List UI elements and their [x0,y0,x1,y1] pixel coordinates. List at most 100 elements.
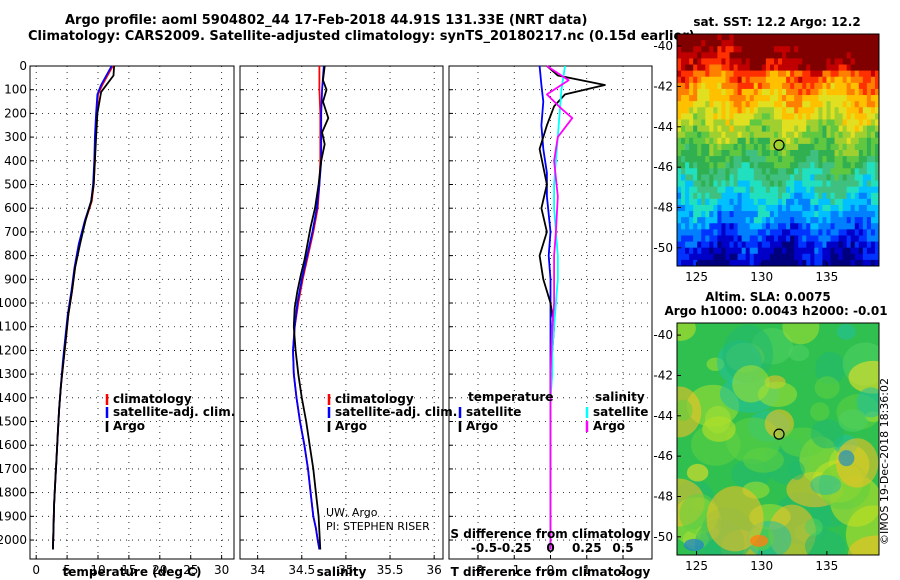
sst-cell [802,119,807,127]
sst-cell [778,82,783,90]
sst-cell [737,143,743,151]
sst-cell [870,241,876,249]
sst-cell [870,211,876,218]
sst-cell [862,253,868,261]
sst-cell [705,34,710,41]
sst-cell [757,34,763,41]
sst-cell [749,107,755,114]
sst-cell [729,119,735,127]
sst-cell [681,259,686,266]
sst-cell [717,101,723,108]
sst-cell [725,137,731,145]
sst-cell [773,52,779,60]
sst-cell [790,217,795,224]
sst-cell [741,82,747,90]
sst-cell [749,174,755,182]
sst-cell [697,119,702,127]
sst-cell [749,235,755,243]
sst-cell [693,229,698,237]
sst-cell [798,113,803,121]
sst-cell [782,40,787,47]
sst-cell [802,131,807,139]
sst-cell [862,125,868,133]
sst-cell [765,192,771,200]
sst-cell [701,168,706,176]
sst-cell [790,76,795,84]
sst-cell [753,107,759,114]
sst-cell [689,143,694,151]
sst-cell [818,162,824,169]
sst-cell [830,95,836,102]
sst-cell [798,217,803,224]
sst-cell [761,162,767,169]
map-x-tick-label-sla: 135 [815,559,838,573]
sst-cell [685,125,690,133]
sst-cell [733,162,739,169]
sst-cell [866,198,872,206]
sst-cell [794,101,799,108]
sst-cell [693,156,698,163]
sst-cell [826,198,832,206]
sst-cell [810,113,815,121]
sst-cell [786,253,791,261]
sst-cell [810,58,815,66]
sst-cell [681,253,686,261]
sst-cell [737,137,743,145]
sst-cell [870,113,876,121]
sst-cell [822,229,828,237]
sst-cell [862,162,868,169]
sst-cell [798,46,803,53]
sst-cell [753,241,759,249]
sst-cell [693,186,698,194]
sst-cell [834,198,840,206]
sst-cell [693,40,698,47]
sst-cell [741,119,747,127]
sst-cell [733,241,739,249]
sst-cell [705,247,710,255]
sst-cell [834,162,840,169]
sst-cell [802,46,807,53]
sst-cell [778,70,783,78]
sst-cell [761,174,767,182]
sst-cell [778,95,783,102]
sst-cell [794,64,799,72]
sst-cell [786,76,791,84]
sst-cell [822,125,828,133]
sst-cell [769,40,775,47]
sst-cell [681,150,686,157]
sst-cell [693,88,698,96]
sst-cell [794,253,799,261]
sst-cell [753,131,759,139]
sst-cell [866,259,872,266]
sst-cell [705,58,710,66]
sst-cell [733,40,739,47]
sst-cell [814,186,819,194]
sst-cell [705,113,710,121]
sst-cell [858,137,864,145]
sst-cell [725,174,731,182]
sst-cell [874,64,879,72]
sst-cell [693,58,698,66]
sst-cell [745,82,751,90]
sst-cell [790,131,795,139]
sst-cell [713,113,718,121]
sst-cell [874,88,879,96]
sst-cell [749,186,755,194]
sst-cell [802,247,807,255]
sst-cell [677,192,682,200]
sst-cell [733,34,739,41]
sst-cell [826,204,832,212]
sst-cell [818,82,824,90]
sst-cell [761,119,767,127]
sla-blob [764,409,794,439]
sst-cell [693,217,698,224]
sst-cell [786,64,791,72]
sst-cell [858,150,864,157]
sst-cell [713,137,718,145]
sst-cell [757,211,763,218]
sst-cell [858,211,864,218]
sst-cell [677,241,682,249]
sst-cell [826,101,832,108]
sst-cell [790,58,795,66]
